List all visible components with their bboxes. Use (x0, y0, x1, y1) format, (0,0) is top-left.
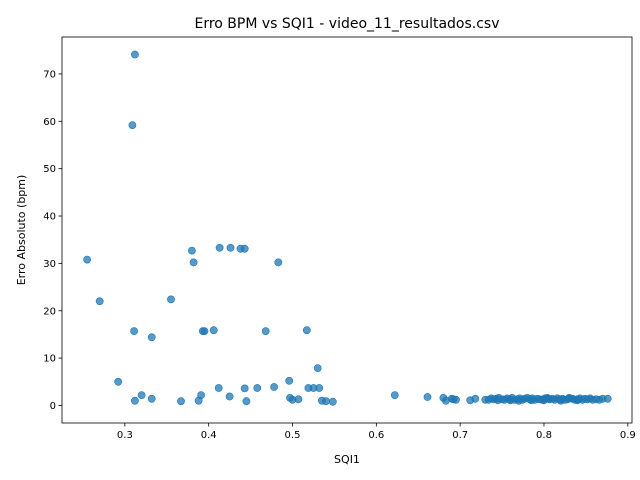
data-point (225, 392, 234, 401)
data-points (83, 50, 612, 406)
data-point (274, 258, 283, 267)
data-point (423, 393, 432, 401)
data-point (506, 396, 515, 405)
data-point (130, 50, 139, 59)
data-point (209, 326, 218, 335)
data-point (226, 243, 235, 252)
x-axis-label: SQI1 (334, 453, 360, 466)
data-point (214, 384, 223, 392)
data-point (253, 384, 262, 392)
data-point (147, 333, 156, 342)
data-point (452, 395, 460, 404)
data-point (242, 397, 251, 406)
plot-area-frame (61, 36, 633, 424)
data-point (294, 395, 303, 404)
y-tick-label: 40 (43, 212, 56, 223)
data-point (603, 394, 612, 403)
data-point (189, 258, 198, 267)
data-point (313, 364, 322, 372)
data-point (302, 326, 311, 335)
data-point (83, 255, 91, 264)
data-point (270, 383, 278, 391)
y-tick-label: 10 (43, 354, 56, 365)
x-tick-label: 0.9 (620, 430, 636, 441)
data-point (471, 394, 480, 403)
y-tick-label: 70 (43, 69, 56, 80)
data-point (114, 377, 123, 386)
data-point (322, 397, 330, 406)
data-point (514, 396, 523, 405)
data-point (147, 394, 156, 403)
data-point (95, 297, 104, 306)
data-point (167, 295, 175, 304)
x-tick-label: 0.6 (368, 430, 384, 441)
data-point (130, 327, 138, 335)
y-tick-label: 0 (50, 401, 56, 412)
y-tick-label: 60 (43, 117, 56, 128)
data-point (544, 394, 553, 403)
data-point (200, 327, 209, 335)
data-point (128, 121, 137, 129)
data-point (573, 396, 582, 405)
data-point (261, 327, 270, 335)
x-tick-label: 0.8 (536, 430, 552, 441)
x-tick-label: 0.3 (117, 430, 133, 441)
data-point (177, 397, 185, 406)
data-point (187, 246, 196, 255)
data-point (137, 391, 146, 399)
data-point (315, 384, 324, 392)
chart-title: Erro BPM vs SQI1 - video_11_resultados.c… (194, 16, 499, 32)
data-point (527, 396, 536, 405)
data-point (390, 391, 399, 399)
y-axis-label: Erro Absoluto (bpm) (15, 175, 28, 286)
data-point (215, 243, 224, 252)
data-point (240, 384, 249, 393)
y-tick-label: 30 (43, 259, 56, 270)
data-point (197, 391, 205, 399)
data-point (556, 396, 565, 405)
x-tick-label: 0.4 (201, 430, 217, 441)
data-point (130, 396, 139, 405)
x-tick-label: 0.7 (452, 430, 468, 441)
data-point (493, 396, 502, 405)
y-axis-ticks: 0 10 20 30 40 50 60 70 (43, 69, 62, 412)
y-tick-label: 20 (43, 306, 56, 317)
data-point (328, 397, 337, 406)
x-axis-ticks: 0.3 0.4 0.5 0.6 0.7 0.8 0.9 (117, 423, 636, 441)
data-point (240, 244, 249, 253)
data-point (565, 393, 573, 402)
data-point (285, 376, 294, 385)
x-tick-label: 0.5 (285, 430, 301, 441)
y-tick-label: 50 (43, 164, 56, 175)
